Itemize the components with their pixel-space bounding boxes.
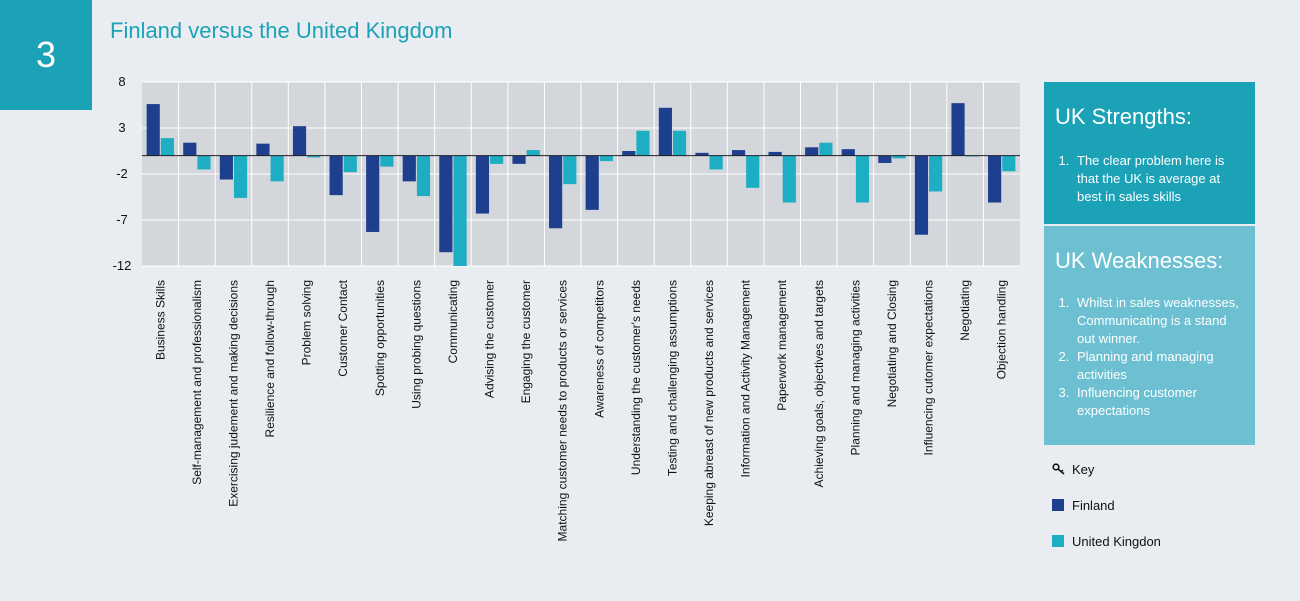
legend-swatch — [1052, 499, 1064, 511]
y-tick-label: 3 — [118, 120, 125, 135]
legend-label: Finland — [1072, 497, 1115, 513]
bar-finland — [512, 155, 526, 164]
bar-finland — [878, 155, 892, 163]
bar-uk — [270, 155, 284, 182]
bar-finland — [366, 155, 380, 232]
x-category-label: Information and Activity Management — [739, 279, 753, 477]
bar-uk — [416, 155, 431, 197]
x-category-label: Negotiating and Closing — [885, 280, 899, 407]
section-number-badge: 3 — [0, 0, 92, 110]
bar-finland — [146, 104, 160, 156]
weaknesses-list: Whilst in sales weaknesses, Communicatin… — [1055, 294, 1247, 420]
bar-finland — [549, 155, 563, 229]
x-category-label: Engaging the customer — [519, 280, 533, 403]
x-category-label: Objection handling — [995, 280, 1009, 379]
x-category-label: Customer Contact — [336, 279, 350, 376]
x-category-label: Achieving goals, objectives and targets — [812, 280, 826, 487]
bar-uk — [672, 130, 687, 156]
x-category-label: Business Skills — [153, 280, 167, 360]
strengths-heading: UK Strengths: — [1055, 104, 1192, 129]
bar-uk — [563, 155, 577, 185]
bar-finland — [988, 155, 1002, 203]
bar-finland — [219, 155, 233, 180]
bar-finland — [622, 151, 636, 156]
weaknesses-item: Planning and managing activities — [1073, 348, 1247, 384]
x-category-label: Advising the customer — [483, 280, 497, 398]
y-tick-label: -7 — [116, 212, 128, 227]
bar-uk — [197, 155, 211, 170]
bar-finland — [658, 107, 672, 156]
x-category-label: Exercising judement and making decisions — [226, 280, 240, 507]
bar-chart: 8 3 -2 -7 -12 Business Skills Self-management… — [113, 74, 1020, 541]
bar-finland — [183, 142, 197, 156]
bar-uk — [160, 138, 174, 156]
bar-uk — [855, 155, 870, 203]
x-category-label: Problem solving — [300, 280, 314, 365]
bar-finland — [695, 152, 709, 156]
weaknesses-item: Influencing customer expectations — [1073, 384, 1247, 420]
uk-weaknesses-panel: UK Weaknesses: Whilst in sales weaknesse… — [1044, 226, 1255, 445]
bar-uk — [599, 155, 613, 162]
x-category-label: Awareness of competitors — [592, 280, 606, 418]
x-category-label: Spotting opportunities — [373, 280, 387, 396]
x-category-label: Paperwork management — [775, 279, 789, 410]
bar-uk — [343, 155, 357, 173]
bar-finland — [731, 150, 746, 156]
x-category-label: Influencing cutomer expectations — [922, 280, 936, 455]
bar-uk — [307, 155, 321, 158]
bar-finland — [292, 126, 307, 156]
bar-finland — [768, 151, 782, 156]
chart-legend: Key Finland United Kingdon — [1052, 460, 1161, 568]
bar-uk — [892, 155, 906, 159]
key-icon — [1052, 463, 1065, 475]
x-category-label: Testing and challenging assumptions — [665, 280, 679, 476]
bar-finland — [439, 155, 453, 253]
x-category-label: Negotiating — [958, 280, 972, 341]
bar-uk — [929, 155, 943, 192]
bar-finland — [585, 155, 599, 210]
bar-uk — [636, 130, 650, 156]
weaknesses-item: Whilst in sales weaknesses, Communicatin… — [1073, 294, 1247, 348]
legend-item-finland: Finland — [1052, 496, 1161, 514]
x-category-label: Self-management and professionalism — [190, 280, 204, 485]
bar-uk — [819, 142, 833, 156]
strengths-item: The clear problem here is that the UK is… — [1073, 152, 1247, 206]
x-category-label: Planning and managing activities — [848, 280, 862, 455]
weaknesses-heading: UK Weaknesses: — [1055, 248, 1224, 273]
y-tick-label: -12 — [113, 258, 132, 273]
bar-finland — [951, 103, 965, 156]
legend-title: Key — [1072, 461, 1095, 477]
legend-key-row: Key — [1052, 460, 1161, 478]
bar-finland — [329, 155, 343, 196]
bar-finland — [402, 155, 416, 182]
bar-finland — [805, 147, 819, 156]
bar-uk — [233, 155, 248, 198]
bar-uk — [1002, 155, 1016, 172]
bar-uk — [490, 155, 504, 164]
bar-finland — [475, 155, 490, 214]
y-tick-label: -2 — [116, 166, 128, 181]
legend-swatch — [1052, 535, 1064, 547]
legend-label: United Kingdon — [1072, 533, 1161, 549]
x-category-label: Using probing questions — [409, 280, 423, 409]
strengths-list: The clear problem here is that the UK is… — [1055, 152, 1247, 206]
x-category-label: Communicating — [446, 280, 460, 363]
x-category-label: Keeping abreast of new products and serv… — [702, 280, 716, 526]
x-category-label: Resilience and follow-through — [263, 280, 277, 437]
bar-uk — [380, 155, 394, 167]
legend-item-united-kingdom: United Kingdon — [1052, 532, 1161, 550]
bar-uk — [709, 155, 723, 170]
x-category-label: Understanding the customer's needs — [629, 280, 643, 475]
uk-strengths-panel: UK Strengths: The clear problem here is … — [1044, 82, 1255, 224]
bar-uk — [526, 150, 540, 156]
bar-finland — [914, 155, 929, 235]
x-category-label: Matching customer needs to products or s… — [556, 280, 570, 541]
bar-uk — [782, 155, 796, 203]
bar-finland — [841, 149, 855, 156]
y-tick-label: 8 — [118, 74, 125, 89]
bar-uk — [746, 155, 760, 188]
page-title: Finland versus the United Kingdom — [110, 18, 453, 43]
bar-finland — [256, 143, 270, 156]
bar-uk — [453, 155, 467, 266]
